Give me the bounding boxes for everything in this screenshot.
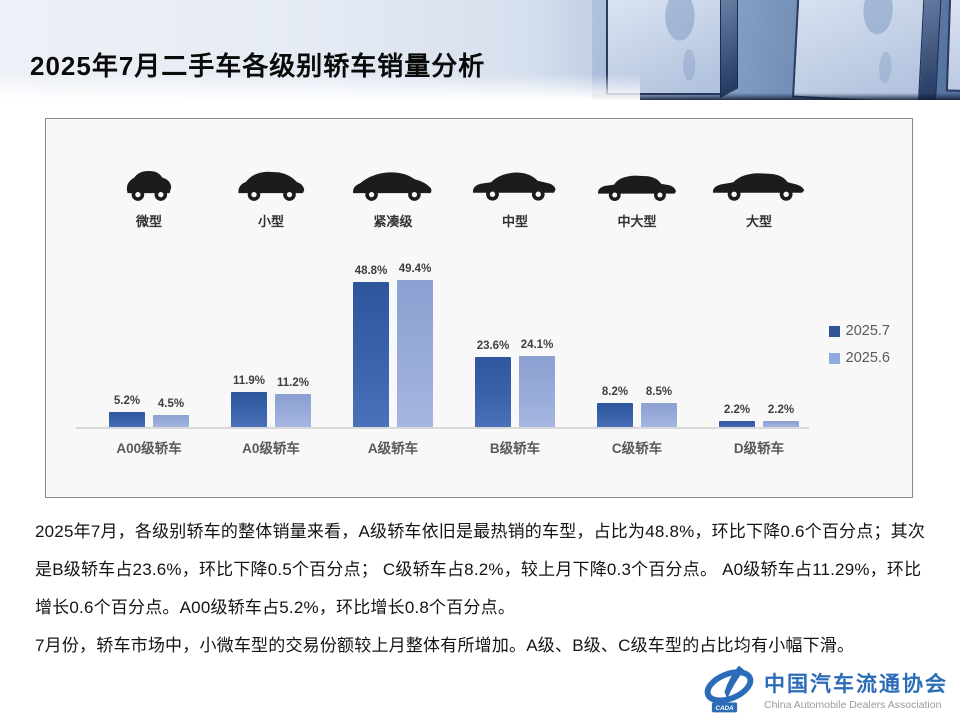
bar-2025.7-D级轿车: [719, 421, 755, 428]
car-class-large: 大型: [704, 135, 814, 230]
bar-2025.6-B级轿车: [519, 355, 555, 428]
chart-legend: 2025.7 2025.6: [828, 323, 890, 366]
car-class-icons: 微型 小型 紧凑级 中型 中大型 大型: [94, 135, 814, 230]
bar-group: 11.9% 11.2%: [216, 375, 326, 428]
analysis-text: 2025年7月，各级别轿车的整体销量来看，A级轿车依旧是最热销的车型，占比为48…: [35, 513, 937, 665]
data-label: 8.5%: [645, 385, 673, 398]
page-title: 2025年7月二手车各级别轿车销量分析: [30, 51, 486, 81]
bar-group: 48.8% 49.4%: [338, 263, 448, 428]
car-class-label: 微型: [135, 214, 162, 229]
bar-2025.6-C级轿车: [641, 402, 677, 428]
data-label: 48.8%: [354, 264, 388, 277]
car-class-label: 大型: [745, 214, 772, 229]
category-label: A0级轿车: [242, 441, 300, 456]
car-icon-small: [238, 171, 305, 201]
cada-swirl-icon: CADA: [704, 665, 754, 713]
category-label: A级轿车: [367, 441, 419, 456]
org-name-cn: 中国汽车流通协会: [764, 672, 948, 696]
chart-panel: 微型 小型 紧凑级 中型 中大型 大型 5.2% 4.5% 11.9% 11.2% 48.8% 49…: [45, 118, 913, 498]
bar-group: 5.2% 4.5%: [94, 395, 204, 428]
bar-2025.7-A00级轿车: [109, 412, 145, 428]
car-class-label: 紧凑级: [373, 214, 413, 229]
slide-header: 2025年7月二手车各级别轿车销量分析: [0, 0, 960, 100]
car-class-label: 中大型: [617, 214, 657, 229]
plot-area: 5.2% 4.5% 11.9% 11.2% 48.8% 49.4% 23.6% 24.1% 8.…: [76, 256, 814, 429]
bar-2025.6-A级轿车: [397, 279, 433, 428]
bar-2025.7-A0级轿车: [231, 392, 267, 428]
header-decoration: [592, 0, 960, 100]
data-label: 11.2%: [277, 377, 309, 390]
data-label: 2.2%: [723, 404, 751, 417]
bar-chart: 5.2% 4.5% 11.9% 11.2% 48.8% 49.4% 23.6% 24.1% 8.…: [76, 256, 814, 457]
analysis-paragraph-2: 7月份，轿车市场中，小微车型的交易份额较上月整体有所增加。A级、B级、C级车型的…: [35, 636, 855, 655]
car-class-label: 中型: [501, 214, 528, 229]
car-icon-midlarge: [597, 175, 676, 201]
legend-label: 2025.7: [845, 323, 890, 339]
car-class-compact: 紧凑级: [338, 135, 448, 230]
bar-2025.6-A00级轿车: [153, 414, 189, 428]
data-label: 4.5%: [157, 397, 185, 410]
legend-item-2025.6: 2025.6: [828, 350, 890, 366]
data-label: 11.9%: [233, 375, 265, 388]
bar-2025.7-A级轿车: [353, 281, 389, 428]
bar-2025.6-A0级轿车: [275, 394, 311, 428]
category-label: B级轿车: [489, 441, 541, 456]
category-label: D级轿车: [733, 441, 785, 456]
car-class-label: 小型: [257, 214, 284, 229]
car-class-midlarge: 中大型: [582, 135, 692, 230]
data-label: 2.2%: [767, 404, 795, 417]
data-label: 24.1%: [520, 338, 554, 351]
car-class-micro: 微型: [94, 135, 204, 230]
bar-group: 23.6% 24.1%: [460, 339, 570, 428]
legend-swatch: [828, 352, 840, 364]
data-label: 23.6%: [476, 340, 510, 353]
data-label: 49.4%: [398, 262, 432, 275]
data-label: 5.2%: [113, 395, 141, 408]
cube-graphic: [606, 0, 738, 98]
car-icon-large: [712, 173, 805, 201]
bar-group: 2.2% 2.2%: [704, 404, 814, 428]
bar-2025.6-D级轿车: [763, 421, 799, 428]
category-label: C级轿车: [611, 441, 663, 456]
analysis-paragraph-1: 2025年7月，各级别轿车的整体销量来看，A级轿车依旧是最热销的车型，占比为48…: [35, 522, 926, 617]
cada-logo-text: CADA: [715, 705, 734, 712]
legend-swatch: [828, 325, 840, 337]
car-class-mid: 中型: [460, 135, 570, 230]
legend-item-2025.7: 2025.7: [828, 323, 890, 339]
car-icon-mid: [472, 172, 556, 201]
bar-2025.7-C级轿车: [597, 403, 633, 428]
header-fade: [0, 74, 640, 100]
cube-graphic: [945, 0, 960, 95]
cube-graphic: [792, 0, 945, 100]
car-class-small: 小型: [216, 135, 326, 230]
car-icon-compact: [353, 172, 432, 201]
bar-2025.7-B级轿车: [475, 357, 511, 428]
category-label: A00级轿车: [116, 441, 182, 456]
category-axis: A00级轿车 A0级轿车 A级轿车 B级轿车 C级轿车 D级轿车: [94, 437, 814, 457]
org-name-en: China Automobile Dealers Association: [764, 698, 942, 711]
legend-label: 2025.6: [845, 350, 890, 366]
bar-group: 8.2% 8.5%: [582, 385, 692, 428]
data-label: 8.2%: [601, 386, 629, 399]
car-icon-micro: [126, 170, 172, 201]
cada-logo: CADA 中国汽车流通协会 China Automobile Dealers A…: [702, 662, 948, 716]
